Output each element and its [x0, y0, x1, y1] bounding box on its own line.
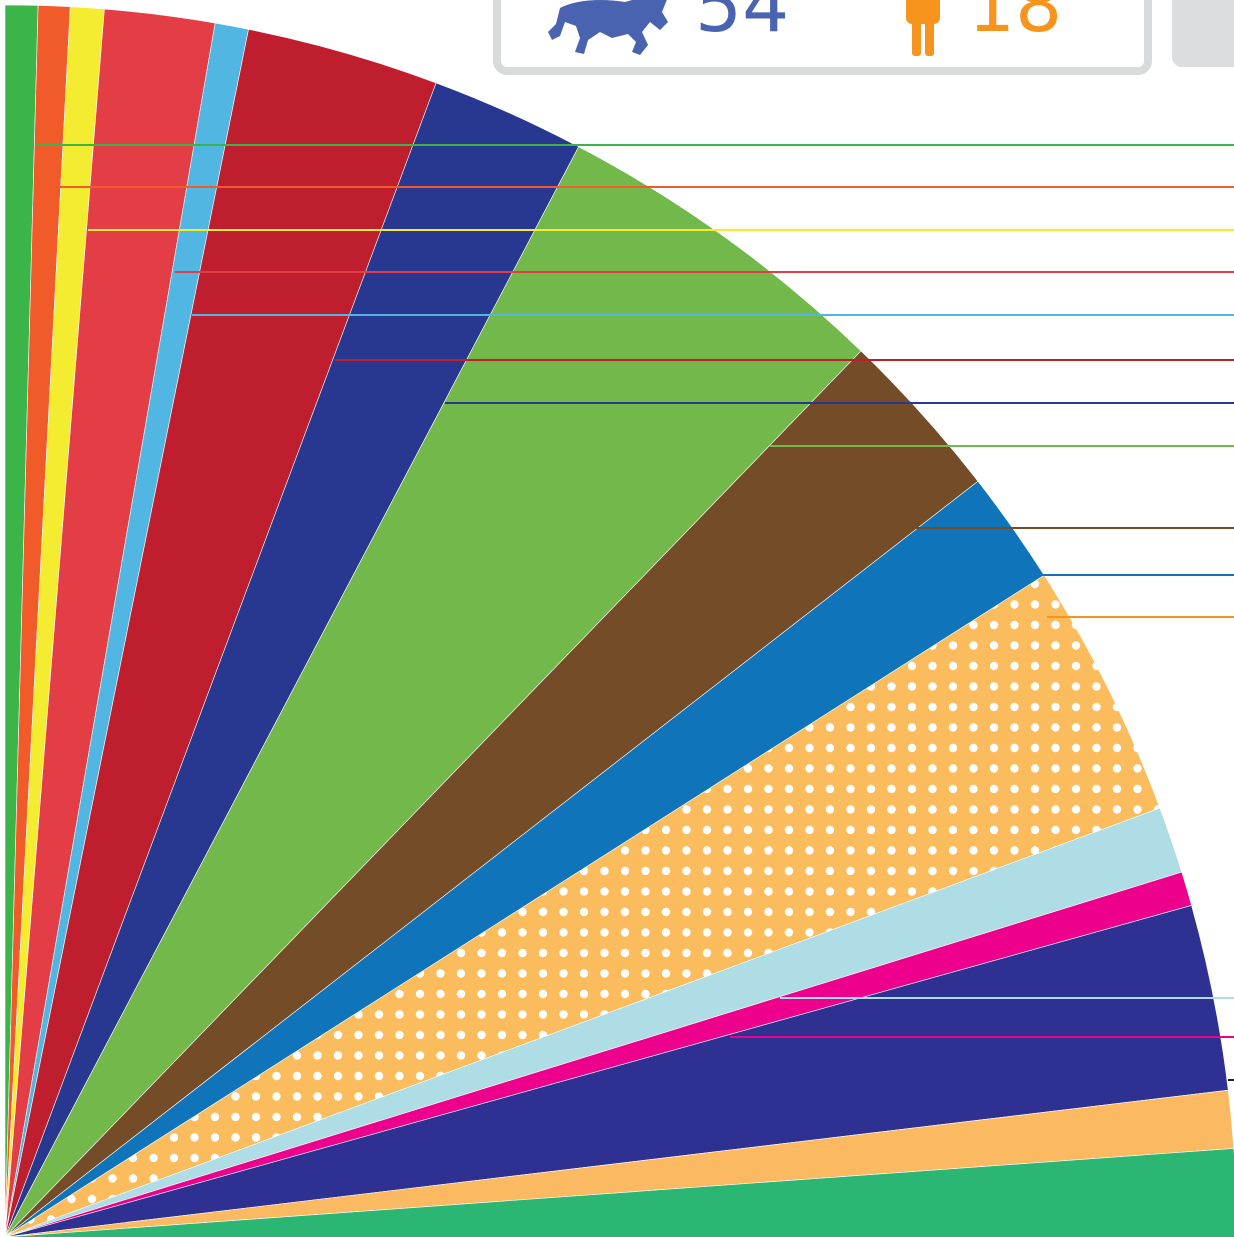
person-count: 18: [968, 0, 1062, 49]
side-box: [1172, 0, 1234, 67]
person-icon: [906, 0, 940, 56]
wedge: [4, 574, 1161, 1237]
horse-count: 54: [695, 0, 789, 49]
horse-icon: [548, 0, 668, 55]
leader-lines: [35, 144, 1234, 1081]
fan-wedges: [4, 4, 1234, 1237]
wedge: [4, 146, 862, 1237]
